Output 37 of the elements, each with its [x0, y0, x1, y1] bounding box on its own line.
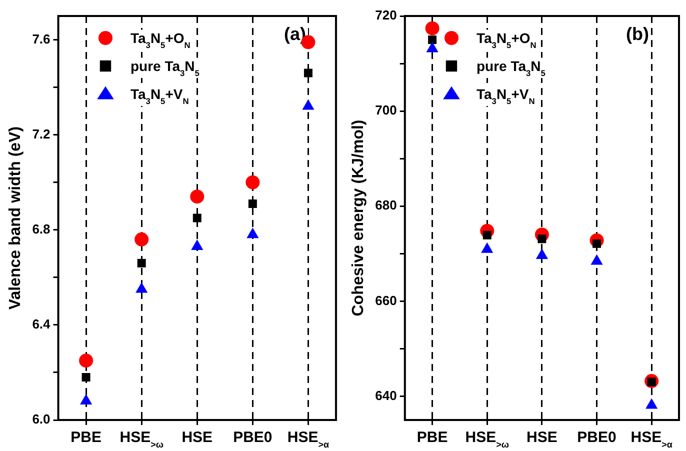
- y-tick-label: 700: [375, 102, 397, 118]
- y-tick-label: 7.2: [32, 126, 50, 142]
- point: [304, 68, 312, 78]
- point: [191, 240, 204, 250]
- point: [80, 394, 92, 404]
- point: [136, 282, 148, 293]
- x-tick-label: PBE0: [577, 429, 616, 446]
- x-tick-label: PBE: [70, 429, 102, 446]
- point: [82, 372, 90, 382]
- y-axis-title: Cohesive energy (KJ/mol): [350, 120, 368, 316]
- y-tick-label: 720: [375, 8, 397, 23]
- y-tick-label: 6.8: [32, 221, 50, 236]
- point: [482, 230, 492, 240]
- y-tick-label: 640: [375, 388, 397, 403]
- x-tick-label: HSE: [526, 429, 558, 446]
- y-tick-label: 6.4: [32, 316, 52, 332]
- y-tick-label: 660: [375, 292, 397, 308]
- point: [190, 190, 204, 204]
- y-tick-label: 7.6: [32, 31, 50, 46]
- point: [246, 175, 260, 190]
- point: [79, 354, 94, 368]
- point: [538, 234, 546, 244]
- y-tick-label: 6.0: [32, 412, 50, 427]
- point: [192, 214, 202, 222]
- annotation: (b): [626, 24, 650, 44]
- y-tick-label: 680: [375, 198, 397, 213]
- point: [425, 21, 440, 36]
- point: [248, 200, 257, 208]
- y-axis-title: Valence band width (eV): [7, 126, 24, 310]
- x-tick-label: PBE: [416, 429, 448, 446]
- point: [428, 36, 437, 44]
- x-tick-label: HSE: [182, 429, 213, 446]
- point: [536, 248, 548, 260]
- point: [246, 228, 259, 238]
- point: [134, 232, 149, 246]
- point: [137, 258, 146, 268]
- x-tick-label: PBE0: [233, 429, 272, 446]
